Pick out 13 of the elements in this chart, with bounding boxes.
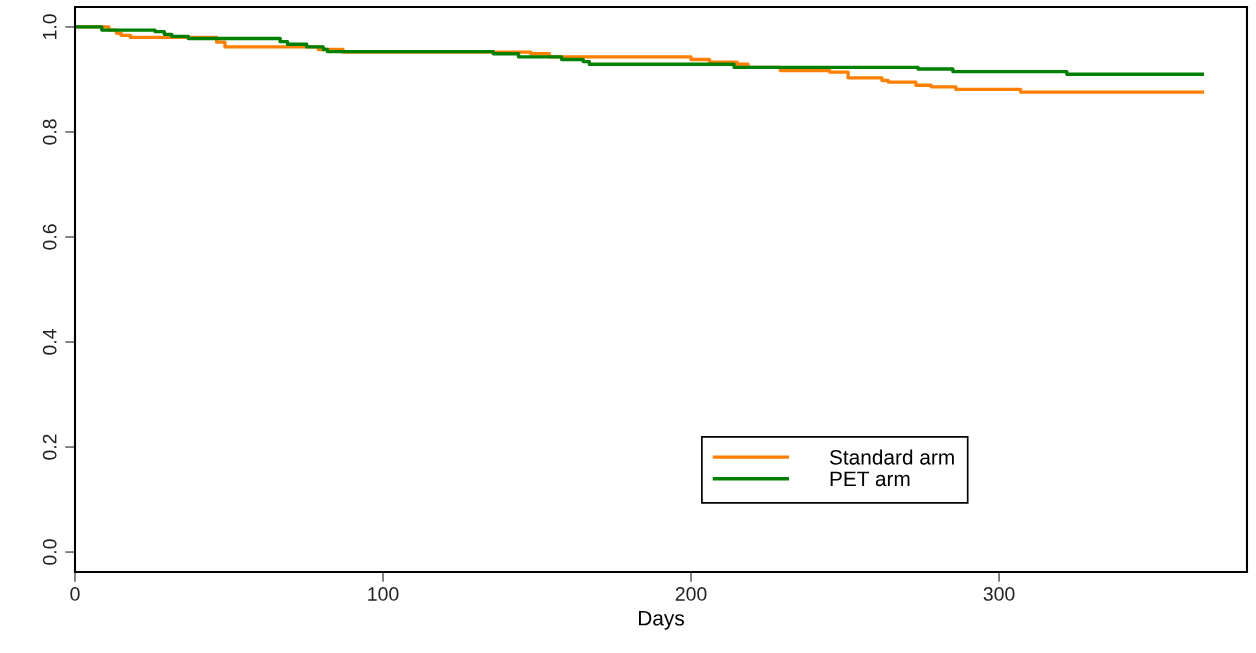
y-tick-label: 1.0 xyxy=(42,14,57,39)
x-axis-title: Days xyxy=(638,611,684,630)
legend-label: PET arm xyxy=(830,471,910,487)
x-tick-label: 0 xyxy=(70,587,80,601)
y-tick-label: 0.2 xyxy=(42,434,57,460)
x-tick-label: 200 xyxy=(675,587,707,601)
x-tick-label: 300 xyxy=(983,587,1015,601)
y-tick-label: 0.8 xyxy=(42,119,57,145)
x-tick-label: 100 xyxy=(368,587,399,601)
y-tick-label: 0.6 xyxy=(42,224,57,250)
y-tick-label: 0.0 xyxy=(42,539,57,565)
legend-label: Standard arm xyxy=(829,449,954,465)
y-tick-label: 0.4 xyxy=(42,329,57,355)
